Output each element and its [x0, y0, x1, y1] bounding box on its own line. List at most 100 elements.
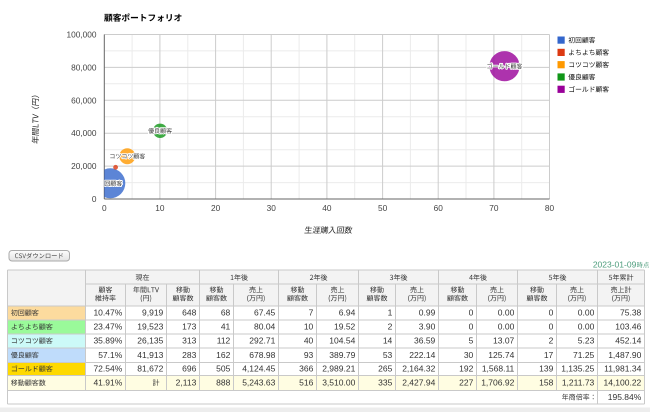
svg-text:5,243.63: 5,243.63: [242, 378, 275, 388]
svg-text:100,000: 100,000: [67, 30, 97, 40]
svg-text:1,568.11: 1,568.11: [482, 364, 515, 374]
svg-text:10.47%: 10.47%: [93, 308, 122, 318]
svg-text:0: 0: [469, 308, 474, 318]
svg-text:41.91%: 41.91%: [93, 378, 122, 388]
svg-text:57.1%: 57.1%: [98, 350, 123, 360]
svg-text:0: 0: [102, 203, 107, 213]
svg-text:103.46: 103.46: [615, 322, 641, 332]
svg-text:35.89%: 35.89%: [93, 336, 122, 346]
svg-text:30: 30: [464, 350, 474, 360]
svg-text:10: 10: [155, 203, 165, 213]
svg-text:60: 60: [434, 203, 444, 213]
svg-text:19.52: 19.52: [334, 322, 356, 332]
svg-text:93: 93: [304, 350, 314, 360]
svg-text:335: 335: [378, 378, 392, 388]
svg-text:0.99: 0.99: [419, 308, 436, 318]
svg-text:452.14: 452.14: [615, 336, 641, 346]
svg-text:195.84%: 195.84%: [608, 392, 642, 402]
svg-text:10: 10: [304, 322, 314, 332]
svg-text:2,113: 2,113: [176, 378, 197, 388]
svg-text:283: 283: [182, 350, 196, 360]
svg-text:0: 0: [469, 322, 474, 332]
svg-text:80: 80: [545, 203, 555, 213]
svg-text:888: 888: [216, 378, 230, 388]
svg-text:80,000: 80,000: [71, 62, 97, 72]
svg-text:71.25: 71.25: [573, 350, 595, 360]
svg-text:30: 30: [267, 203, 277, 213]
svg-text:192: 192: [459, 364, 473, 374]
svg-text:41,913: 41,913: [137, 350, 163, 360]
svg-text:112: 112: [217, 336, 231, 346]
svg-text:67.45: 67.45: [254, 308, 276, 318]
svg-text:1,706.92: 1,706.92: [481, 378, 514, 388]
svg-text:75.38: 75.38: [620, 308, 642, 318]
svg-text:0.00: 0.00: [578, 322, 595, 332]
svg-text:4,124.45: 4,124.45: [242, 364, 275, 374]
svg-text:2023-01-09: 2023-01-09: [593, 259, 637, 269]
svg-text:20: 20: [211, 203, 221, 213]
svg-text:19,523: 19,523: [137, 322, 163, 332]
svg-text:158: 158: [539, 378, 553, 388]
svg-text:40: 40: [322, 203, 332, 213]
svg-text:104.54: 104.54: [329, 336, 355, 346]
svg-text:2,164.32: 2,164.32: [402, 364, 435, 374]
svg-text:162: 162: [216, 350, 230, 360]
svg-text:2: 2: [549, 336, 554, 346]
svg-text:3,510.00: 3,510.00: [322, 378, 355, 388]
svg-text:0: 0: [549, 322, 554, 332]
svg-text:2,989.21: 2,989.21: [322, 364, 355, 374]
svg-text:1,135.25: 1,135.25: [561, 364, 594, 374]
svg-text:696: 696: [182, 364, 196, 374]
svg-text:0.00: 0.00: [578, 308, 595, 318]
svg-text:9,919: 9,919: [142, 308, 164, 318]
svg-text:26,135: 26,135: [137, 336, 163, 346]
svg-text:265: 265: [378, 364, 392, 374]
svg-text:80.04: 80.04: [254, 322, 276, 332]
svg-text:2,427.94: 2,427.94: [402, 378, 435, 388]
svg-text:40: 40: [304, 336, 314, 346]
svg-text:222.14: 222.14: [409, 350, 435, 360]
svg-text:72.54%: 72.54%: [93, 364, 122, 374]
svg-text:389.79: 389.79: [329, 350, 355, 360]
svg-text:7: 7: [309, 308, 314, 318]
svg-text:2: 2: [388, 322, 393, 332]
svg-text:13.07: 13.07: [493, 336, 515, 346]
svg-text:5: 5: [469, 336, 474, 346]
svg-text:227: 227: [459, 378, 473, 388]
svg-text:125.74: 125.74: [488, 350, 514, 360]
svg-text:5.23: 5.23: [578, 336, 595, 346]
svg-text:0.00: 0.00: [498, 308, 515, 318]
svg-text:3.90: 3.90: [419, 322, 436, 332]
svg-text:1: 1: [388, 308, 393, 318]
svg-text:1,487.90: 1,487.90: [608, 350, 641, 360]
svg-text:17: 17: [544, 350, 554, 360]
svg-text:36.59: 36.59: [414, 336, 436, 346]
svg-text:173: 173: [182, 322, 196, 332]
svg-text:505: 505: [216, 364, 230, 374]
svg-text:1,211.73: 1,211.73: [562, 378, 595, 388]
svg-text:20,000: 20,000: [71, 161, 97, 171]
svg-text:0: 0: [549, 308, 554, 318]
svg-text:11,981.34: 11,981.34: [604, 364, 641, 374]
svg-text:6.94: 6.94: [339, 308, 356, 318]
svg-text:0: 0: [92, 194, 97, 204]
svg-text:41: 41: [221, 322, 231, 332]
svg-text:678.98: 678.98: [249, 350, 275, 360]
svg-text:70: 70: [489, 203, 499, 213]
svg-text:81,672: 81,672: [137, 364, 163, 374]
svg-text:50: 50: [378, 203, 388, 213]
svg-text:14: 14: [383, 336, 393, 346]
svg-text:68: 68: [221, 308, 231, 318]
svg-text:14,100.22: 14,100.22: [603, 378, 641, 388]
svg-text:60,000: 60,000: [71, 95, 97, 105]
svg-text:516: 516: [299, 378, 313, 388]
svg-text:40,000: 40,000: [71, 128, 97, 138]
svg-text:366: 366: [299, 364, 313, 374]
svg-text:139: 139: [539, 364, 553, 374]
svg-text:292.71: 292.71: [249, 336, 275, 346]
svg-text:313: 313: [182, 336, 196, 346]
svg-text:23.47%: 23.47%: [93, 322, 122, 332]
svg-text:648: 648: [182, 308, 196, 318]
svg-text:53: 53: [383, 350, 393, 360]
svg-text:0.00: 0.00: [498, 322, 515, 332]
